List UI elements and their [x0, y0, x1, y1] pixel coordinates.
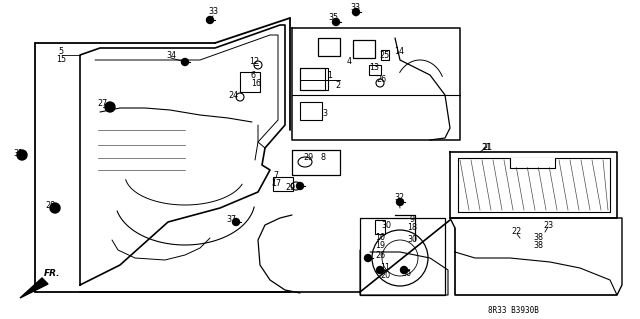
- Circle shape: [207, 17, 214, 24]
- Circle shape: [365, 255, 371, 262]
- Circle shape: [397, 198, 403, 205]
- Text: 8: 8: [321, 152, 326, 161]
- Text: 8R33 B3930B: 8R33 B3930B: [488, 306, 539, 315]
- Text: 29: 29: [286, 183, 296, 192]
- Text: 12: 12: [249, 57, 259, 66]
- Bar: [510, 158, 555, 166]
- Text: 33: 33: [208, 8, 218, 17]
- Text: 18: 18: [407, 224, 417, 233]
- Bar: [300, 102, 322, 120]
- Text: 19: 19: [375, 241, 385, 250]
- Text: 6: 6: [250, 70, 255, 79]
- Text: 22: 22: [512, 227, 522, 236]
- Text: 34: 34: [166, 50, 176, 60]
- Text: 30: 30: [407, 235, 417, 244]
- Text: FR.: FR.: [44, 269, 61, 278]
- Bar: [240, 72, 260, 92]
- Text: 32: 32: [394, 194, 404, 203]
- Circle shape: [182, 58, 189, 65]
- Bar: [273, 177, 293, 191]
- Polygon shape: [20, 278, 48, 298]
- Circle shape: [296, 182, 303, 189]
- Text: 26: 26: [375, 251, 385, 261]
- Text: 13: 13: [369, 63, 379, 72]
- Text: 21: 21: [481, 143, 491, 152]
- Text: 1: 1: [328, 70, 333, 79]
- Text: 10: 10: [375, 234, 385, 242]
- Text: 28: 28: [45, 201, 55, 210]
- Text: 23: 23: [543, 220, 553, 229]
- Text: 29: 29: [303, 153, 313, 162]
- Text: 24: 24: [228, 91, 238, 100]
- Text: 14: 14: [394, 48, 404, 56]
- Circle shape: [232, 219, 239, 226]
- Text: 15: 15: [56, 56, 66, 64]
- Circle shape: [401, 266, 408, 273]
- Circle shape: [50, 203, 60, 213]
- Text: 38: 38: [533, 241, 543, 250]
- Text: 25: 25: [379, 50, 389, 60]
- Bar: [369, 65, 381, 75]
- Text: 35: 35: [328, 13, 338, 23]
- Bar: [318, 38, 340, 56]
- Text: 11: 11: [380, 263, 390, 272]
- Text: 37: 37: [226, 214, 236, 224]
- Text: 30: 30: [381, 220, 391, 229]
- Circle shape: [333, 19, 339, 26]
- Text: 7: 7: [273, 172, 278, 181]
- Text: 36: 36: [401, 270, 411, 278]
- Bar: [300, 68, 328, 90]
- Text: 17: 17: [271, 180, 281, 189]
- Text: 5: 5: [58, 48, 63, 56]
- Text: 16: 16: [251, 78, 261, 87]
- Bar: [353, 40, 375, 58]
- Text: 33: 33: [350, 4, 360, 12]
- Bar: [381, 50, 389, 60]
- Circle shape: [353, 9, 360, 16]
- Text: 2: 2: [335, 81, 340, 91]
- Text: 4: 4: [346, 57, 351, 66]
- Text: 31: 31: [13, 149, 23, 158]
- Bar: [375, 220, 385, 234]
- Text: 38: 38: [533, 233, 543, 241]
- Text: 20: 20: [380, 271, 390, 280]
- Circle shape: [376, 266, 383, 273]
- Text: 9: 9: [410, 216, 415, 225]
- Text: 21: 21: [482, 143, 492, 152]
- Circle shape: [17, 150, 27, 160]
- Text: 26: 26: [376, 76, 386, 85]
- Circle shape: [105, 102, 115, 112]
- Text: 27: 27: [98, 100, 108, 108]
- Text: 3: 3: [323, 108, 328, 117]
